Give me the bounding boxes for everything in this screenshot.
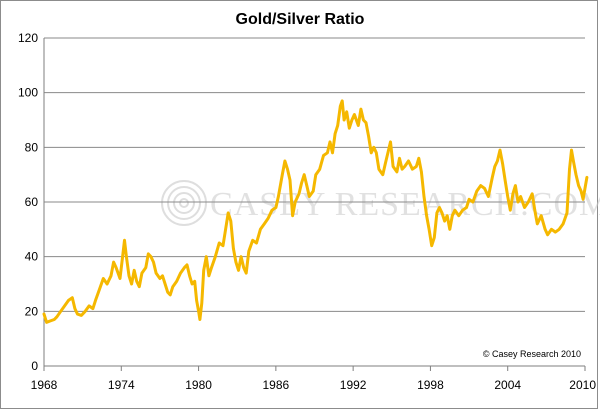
gold-silver-ratio-line [42, 99, 589, 324]
y-tick-label: 0 [31, 359, 38, 373]
y-tick-label: 40 [25, 250, 39, 264]
gridlines [44, 37, 585, 312]
x-tick-label: 1992 [340, 378, 367, 392]
y-tick-label: 60 [25, 195, 39, 209]
watermark-logo-icon [161, 180, 207, 226]
chart-title: Gold/Silver Ratio [236, 11, 365, 28]
x-axis-ticks: 1968 1974 1980 1986 1992 1998 2004 2010 [31, 366, 596, 392]
y-tick-label: 20 [25, 304, 39, 318]
x-tick-label: 1986 [263, 378, 290, 392]
x-tick-label: 1968 [31, 378, 58, 392]
x-tick-label: 2010 [569, 378, 596, 392]
x-tick-label: 1974 [108, 378, 135, 392]
y-axis-ticks: 0 20 40 60 80 100 120 [18, 31, 38, 373]
x-tick-label: 1998 [417, 378, 444, 392]
y-tick-label: 100 [18, 86, 38, 100]
y-tick-label: 80 [25, 140, 39, 154]
x-tick-label: 2004 [494, 378, 521, 392]
y-tick-label: 120 [18, 31, 38, 45]
x-tick-label: 1980 [185, 378, 212, 392]
copyright-note: © Casey Research 2010 [483, 349, 581, 359]
